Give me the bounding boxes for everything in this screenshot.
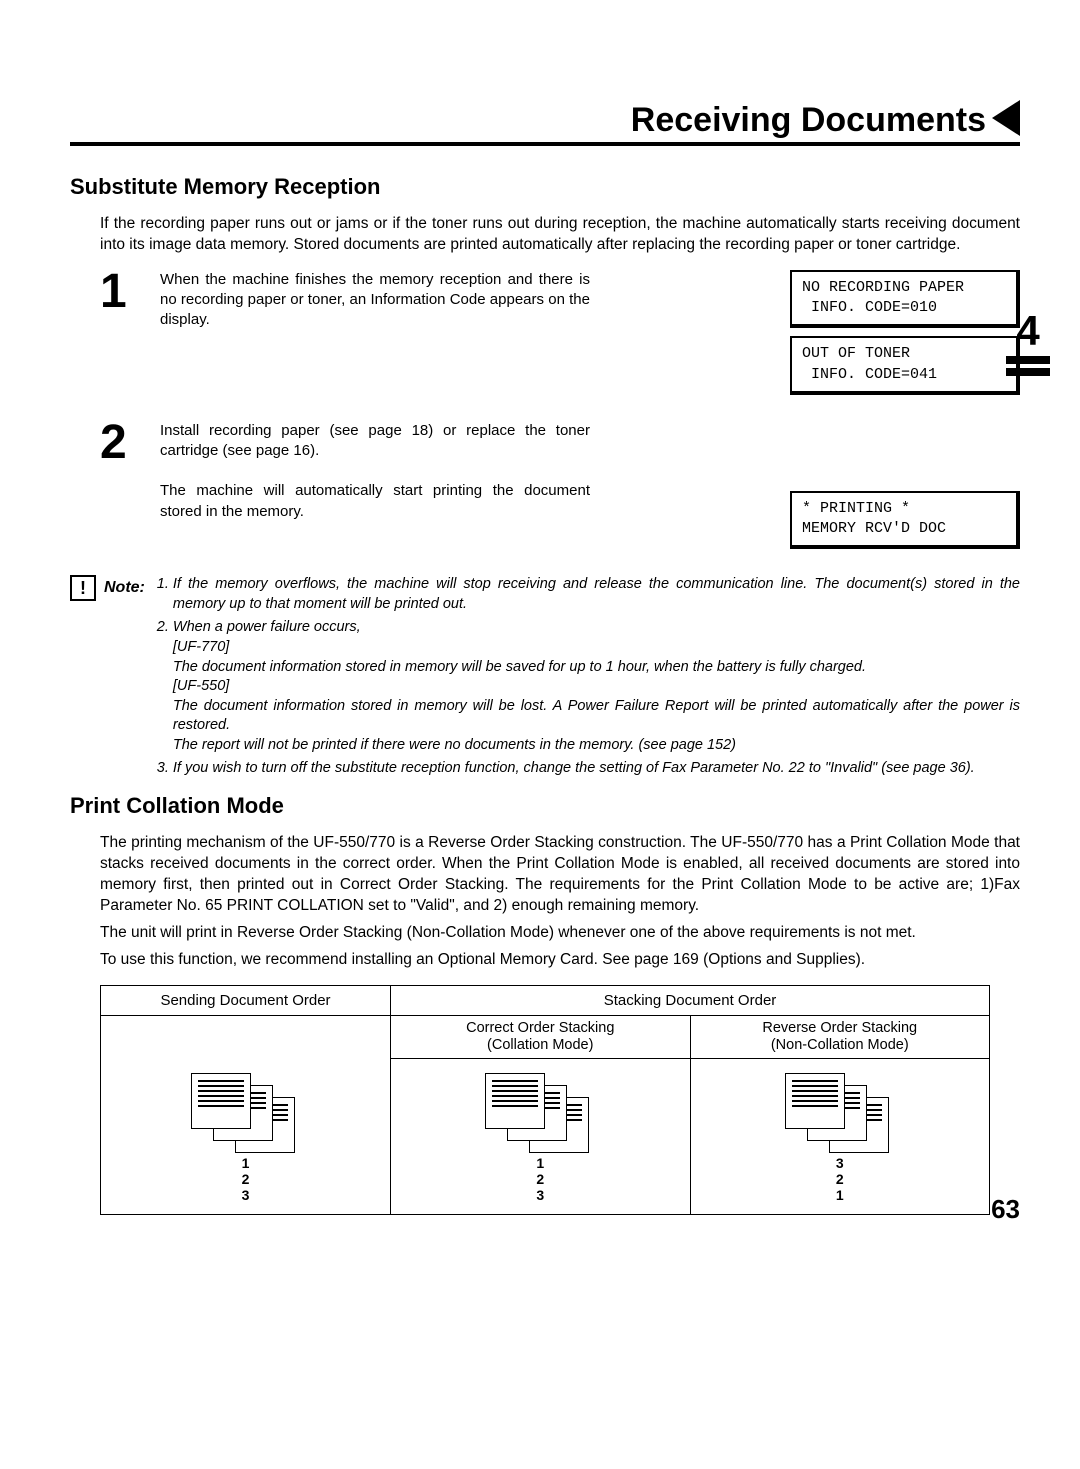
- step-2-text: Install recording paper (see page 18) or…: [160, 421, 590, 462]
- lcd-out-of-toner: OUT OF TONER INFO. CODE=041: [790, 336, 1020, 395]
- cell-sending: 1 2 3: [101, 1059, 391, 1213]
- sub-line: Correct Order Stacking: [466, 1020, 614, 1036]
- chapter-tab: 4: [1006, 310, 1050, 376]
- table-header-row: Sending Document Order Stacking Document…: [101, 986, 989, 1016]
- table-header-stacking: Stacking Document Order: [391, 986, 989, 1016]
- step-1: 1 When the machine finishes the memory r…: [100, 270, 1020, 403]
- sub-line: (Collation Mode): [487, 1037, 593, 1053]
- stack-order-labels: 3 2 1: [836, 1155, 844, 1203]
- section2-p3: To use this function, we recommend insta…: [100, 950, 1020, 971]
- note-item-1: If the memory overflows, the machine wil…: [173, 575, 1020, 614]
- page-title: Receiving Documents: [631, 101, 986, 140]
- step-2: 2 Install recording paper (see page 18) …: [100, 421, 1020, 558]
- cell-correct: 1 2 3: [391, 1059, 691, 1213]
- stack-order-labels: 1 2 3: [242, 1155, 250, 1203]
- lcd-column-1: NO RECORDING PAPER INFO. CODE=010 OUT OF…: [790, 270, 1020, 403]
- arrow-left-icon: [992, 100, 1020, 136]
- section1-title: Substitute Memory Reception: [70, 174, 1020, 200]
- stack-diagram-sending: 1 2 3: [107, 1073, 384, 1203]
- step-1-number: 1: [100, 270, 160, 313]
- note-label: Note:: [104, 579, 145, 597]
- section2-p1: The printing mechanism of the UF-550/770…: [100, 833, 1020, 917]
- lcd-no-paper: NO RECORDING PAPER INFO. CODE=010: [790, 270, 1020, 329]
- section1-intro: If the recording paper runs out or jams …: [100, 214, 1020, 256]
- sub-line: (Non-Collation Mode): [771, 1037, 909, 1053]
- section2-title: Print Collation Mode: [70, 793, 1020, 819]
- lcd-line: INFO. CODE=041: [802, 366, 937, 383]
- note-text: When a power failure occurs,: [173, 619, 361, 635]
- lcd-column-2: * PRINTING * MEMORY RCV'D DOC: [790, 421, 1020, 558]
- note-item-2: When a power failure occurs, [UF-770] Th…: [173, 618, 1020, 755]
- step-2-text2: The machine will automatically start pri…: [160, 481, 590, 522]
- note-item-3: If you wish to turn off the substitute r…: [173, 759, 1020, 779]
- lcd-line: * PRINTING *: [802, 500, 910, 517]
- page-number: 63: [991, 1194, 1020, 1225]
- step-2-number: 2: [100, 421, 160, 464]
- note-body: If the memory overflows, the machine wil…: [151, 575, 1020, 783]
- table-header-sending: Sending Document Order: [101, 986, 391, 1016]
- stack-order-labels: 1 2 3: [536, 1155, 544, 1203]
- lcd-printing: * PRINTING * MEMORY RCV'D DOC: [790, 491, 1020, 550]
- step-1-text: When the machine finishes the memory rec…: [160, 270, 590, 331]
- tab-bars-icon: [1006, 356, 1050, 376]
- stack-diagram-correct: 1 2 3: [397, 1073, 684, 1203]
- lcd-line: OUT OF TONER: [802, 345, 910, 362]
- collation-table: Sending Document Order Stacking Document…: [100, 985, 990, 1215]
- table-subheader-empty: [101, 1016, 391, 1060]
- cell-reverse: 3 2 1: [691, 1059, 990, 1213]
- note-text: The document information stored in memor…: [173, 698, 1020, 734]
- section2-p2: The unit will print in Reverse Order Sta…: [100, 923, 1020, 944]
- note-text: The report will not be printed if there …: [173, 737, 736, 753]
- note-block: ! Note: If the memory overflows, the mac…: [70, 575, 1020, 783]
- note-text: [UF-550]: [173, 678, 229, 694]
- stack-pages-icon: [191, 1073, 301, 1153]
- table-sub-correct: Correct Order Stacking (Collation Mode): [391, 1016, 691, 1060]
- chapter-number: 4: [1006, 310, 1050, 352]
- note-text: The document information stored in memor…: [173, 659, 866, 675]
- steps-container: 1 When the machine finishes the memory r…: [100, 270, 1020, 558]
- stack-pages-icon: [485, 1073, 595, 1153]
- sub-line: Reverse Order Stacking: [762, 1020, 917, 1036]
- table-subheader-row: Correct Order Stacking (Collation Mode) …: [101, 1016, 989, 1060]
- table-sub-reverse: Reverse Order Stacking (Non-Collation Mo…: [691, 1016, 990, 1060]
- table-body-row: 1 2 3 1 2 3 3 2 1: [101, 1059, 989, 1213]
- alert-icon: !: [70, 575, 96, 601]
- stack-pages-icon: [785, 1073, 895, 1153]
- lcd-line: INFO. CODE=010: [802, 299, 937, 316]
- note-text: [UF-770]: [173, 639, 229, 655]
- page-header: Receiving Documents: [70, 100, 1020, 146]
- lcd-line: MEMORY RCV'D DOC: [802, 520, 946, 537]
- stack-diagram-reverse: 3 2 1: [697, 1073, 984, 1203]
- lcd-line: NO RECORDING PAPER: [802, 279, 964, 296]
